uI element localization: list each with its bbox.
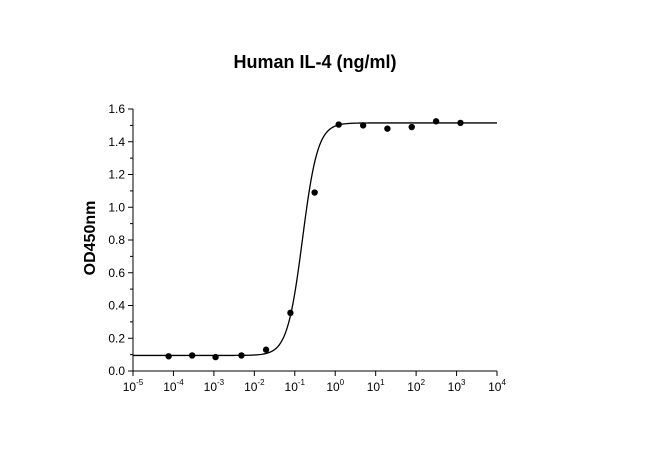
x-tick-label: 10-2 [244,378,265,394]
x-tick-base: 10 [244,380,258,394]
x-tick-base: 10 [448,380,462,394]
y-tick-label: 1.0 [108,200,125,214]
x-tick-exponent: -3 [217,378,225,387]
y-tick-label: 0.6 [108,266,125,280]
x-tick-base: 10 [204,380,218,394]
data-point [359,122,367,129]
y-tick-label: 0.2 [108,331,125,345]
x-tick-exponent: -1 [298,378,306,387]
data-point [311,189,318,196]
x-tick-base: 10 [285,380,299,394]
y-tick-label: 0.8 [108,233,125,247]
data-point [335,121,342,128]
data-point [165,353,172,360]
x-tick-label: 100 [326,378,344,394]
data-point [287,309,294,317]
y-tick-label: 0.4 [108,299,125,313]
x-tick-exponent: 1 [380,378,385,387]
x-tick-label: 101 [367,378,385,394]
x-tick-exponent: -2 [257,378,265,387]
x-tick-base: 10 [367,380,381,394]
x-tick-label: 103 [448,378,466,394]
fit-curve [133,122,497,357]
x-tick-base: 10 [488,380,502,394]
data-point [384,125,391,132]
data-point [457,119,464,127]
x-tick-label: 10-3 [204,378,225,394]
y-tick-label: 0.0 [108,364,125,378]
x-tick-base: 10 [123,380,137,394]
plot-area: 0.00.20.40.60.81.01.21.41.610-5 10-4 10-3 1… [108,102,506,394]
x-tick-label: 10-1 [285,378,306,394]
data-point [432,118,440,125]
data-point [262,346,270,353]
x-tick-base: 10 [407,380,421,394]
x-tick-exponent: 3 [461,378,466,387]
x-tick-exponent: 0 [340,378,345,387]
x-tick-exponent: 4 [501,378,506,387]
data-point [238,352,245,359]
x-tick-label: 102 [407,378,425,394]
x-tick-label: 104 [488,378,506,394]
x-tick-base: 10 [326,380,340,394]
data-point [408,123,415,131]
x-tick-exponent: -5 [136,378,144,387]
y-axis-label: OD450nm [82,201,99,276]
y-tick-label: 1.6 [108,102,125,116]
y-tick-label: 1.4 [108,135,125,149]
x-tick-exponent: -4 [177,378,185,387]
x-tick-base: 10 [163,380,177,394]
y-tick-label: 1.2 [108,168,125,182]
x-tick-label: 10-4 [163,378,184,394]
x-tick-exponent: 2 [421,378,426,387]
x-tick-label: 10-5 [123,378,144,394]
data-point [188,352,196,359]
data-point [212,353,219,361]
chart-title: Human IL-4 (ng/ml) [234,52,397,72]
